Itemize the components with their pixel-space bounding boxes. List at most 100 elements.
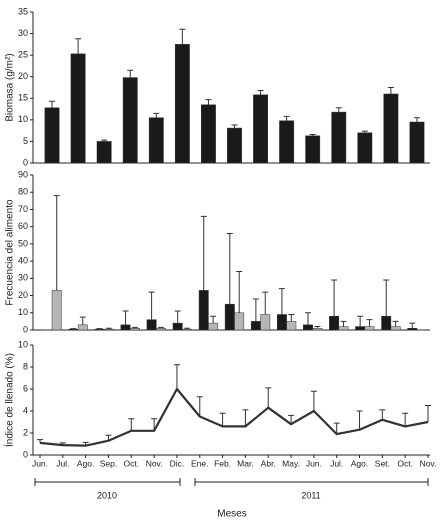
y-tick-label: 70 <box>18 204 28 214</box>
bar <box>224 303 235 331</box>
error-bar <box>101 139 108 142</box>
bar <box>148 117 164 164</box>
bar <box>70 53 86 164</box>
bar <box>407 328 418 331</box>
error-bar <box>96 328 103 330</box>
y-tick-label: 30 <box>18 28 28 38</box>
y-tick-label: 4 <box>23 405 28 415</box>
y-axis-label: Biomasa (g/m²) <box>5 53 16 121</box>
error-bar <box>335 107 342 113</box>
error-bar <box>425 405 431 422</box>
bar <box>51 290 62 331</box>
x-tick-label: Ene. <box>191 458 209 468</box>
error-bar <box>357 315 364 327</box>
bar <box>390 326 401 331</box>
bar <box>234 312 245 331</box>
bar <box>303 324 313 331</box>
bar <box>96 141 112 164</box>
error-bar <box>413 117 420 123</box>
error-bar <box>288 314 295 322</box>
error-bar <box>219 412 226 427</box>
error-bar <box>366 319 373 327</box>
error-bar <box>79 316 86 325</box>
y-tick-label: 0 <box>23 157 28 167</box>
error-bar <box>402 412 409 427</box>
error-bar <box>392 320 399 327</box>
bar <box>357 132 373 164</box>
y-tick-label: 0 <box>23 449 28 459</box>
error-bar <box>153 112 160 118</box>
error-bar <box>340 320 347 327</box>
error-bar <box>105 327 112 330</box>
bar <box>198 290 209 331</box>
x-tick-label: Nov. <box>146 458 163 468</box>
x-tick-label: Nov. <box>420 458 437 468</box>
x-tick-label: Ago. <box>77 458 95 468</box>
x-axis-label: Meses <box>217 509 246 520</box>
error-bar <box>128 418 135 431</box>
error-bar <box>283 115 290 121</box>
bar <box>276 314 287 331</box>
x-tick-label: Jun. <box>32 458 48 468</box>
bar <box>201 104 216 164</box>
x-tick-label: Oct. <box>397 458 413 468</box>
bar <box>279 120 295 164</box>
bar <box>364 326 375 331</box>
y-axis-label: Frecuencia del alimento <box>5 199 16 306</box>
error-bar <box>200 215 207 291</box>
error-bar <box>242 409 249 427</box>
y-tick-label: 30 <box>18 273 28 283</box>
bar <box>381 315 392 331</box>
bar <box>331 111 347 164</box>
error-bar <box>309 134 316 136</box>
error-bar <box>252 298 259 322</box>
x-tick-label: Ago. <box>351 458 369 468</box>
y-tick-label: 20 <box>18 290 28 300</box>
error-bar <box>257 90 264 95</box>
x-tick-label: Oct. <box>123 458 139 468</box>
bar <box>77 324 88 331</box>
bar <box>383 93 399 164</box>
bar <box>355 326 366 331</box>
y-tick-label: 25 <box>18 50 28 60</box>
error-bar <box>262 291 269 315</box>
error-bar <box>179 28 186 45</box>
x-tick-label: Feb. <box>214 458 231 468</box>
bar <box>409 121 425 164</box>
y-tick-label: 10 <box>18 339 28 349</box>
error-bar <box>361 130 368 133</box>
error-bar <box>127 69 134 78</box>
y-tick-label: 2 <box>23 427 28 437</box>
x-tick-label: Sep. <box>100 458 118 468</box>
error-bar <box>305 312 312 325</box>
x-tick-label: Set. <box>375 458 390 468</box>
bar <box>129 328 140 331</box>
error-bar <box>387 87 394 94</box>
error-bar <box>37 439 43 443</box>
error-bar <box>131 326 138 329</box>
bar <box>250 321 261 331</box>
x-tick-label: Dic. <box>170 458 185 468</box>
bar <box>338 326 349 331</box>
bar <box>329 315 340 331</box>
error-bar <box>310 390 317 411</box>
error-bar <box>196 396 203 417</box>
bar <box>122 77 138 164</box>
y-tick-label: 0 <box>23 324 28 334</box>
bar <box>44 107 60 164</box>
error-bar <box>278 288 285 315</box>
error-bar <box>333 422 340 435</box>
bar <box>312 328 323 331</box>
error-bar <box>383 279 390 317</box>
y-tick-label: 20 <box>18 71 28 81</box>
year-label: 2011 <box>301 490 320 500</box>
error-bar <box>49 100 56 108</box>
error-bar <box>379 409 386 420</box>
bar <box>94 328 105 331</box>
bar <box>182 328 193 331</box>
error-bar <box>157 326 164 329</box>
y-tick-label: 15 <box>18 93 28 103</box>
line <box>39 387 429 447</box>
bar <box>68 328 79 331</box>
